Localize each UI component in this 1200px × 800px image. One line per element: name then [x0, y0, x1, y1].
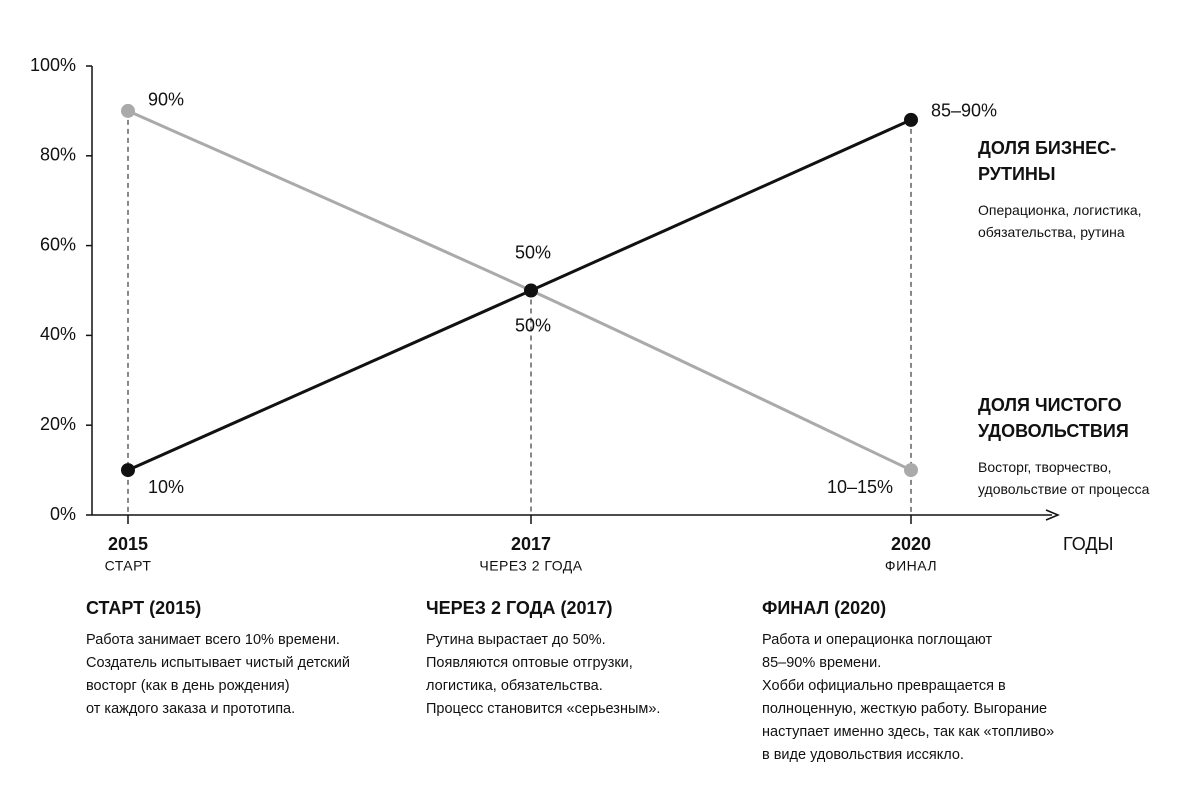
- data-point: [524, 283, 538, 298]
- x-axis-label: ГОДЫ: [1063, 534, 1113, 554]
- x-tick-label: 2015: [108, 534, 148, 554]
- data-point: [904, 112, 918, 127]
- series-description: Операционка, логистика, обязательства, р…: [978, 202, 1142, 240]
- series-name: ДОЛЯ БИЗНЕС-РУТИНЫ: [978, 138, 1117, 184]
- data-label: 85–90%: [931, 101, 997, 121]
- annotation-title: ЧЕРЕЗ 2 ГОДА (2017): [426, 598, 613, 618]
- x-tick-sublabel: ФИНАЛ: [885, 558, 937, 574]
- y-tick-label: 20%: [40, 414, 76, 434]
- x-axis-arrow: [1045, 509, 1060, 521]
- series-label: ДОЛЯ БИЗНЕС-РУТИНЫ Операционка, логистика…: [978, 135, 1153, 243]
- data-point: [121, 463, 135, 478]
- y-tick-label: 100%: [30, 55, 76, 75]
- data-label: 10%: [148, 477, 184, 497]
- annotation-line: наступает именно здесь, так как «топливо…: [762, 724, 1055, 740]
- annotation-line: Рутина вырастает до 50%.: [426, 632, 606, 648]
- annotation-line: Хобби официально превращается в: [762, 678, 1006, 694]
- annotation: ЧЕРЕЗ 2 ГОДА (2017) Рутина вырастает до 5…: [426, 598, 660, 721]
- data-label: 50%: [515, 315, 551, 335]
- y-tick-label: 80%: [40, 145, 76, 165]
- x-tick-sublabel: СТАРТ: [105, 558, 152, 574]
- data-label: 50%: [515, 242, 551, 262]
- annotation-line: в виде удовольствия иссякло.: [762, 747, 964, 763]
- x-tick-label: 2017: [511, 534, 551, 554]
- x-tick-label: 2020: [891, 534, 931, 554]
- y-tick-label: 60%: [40, 234, 76, 254]
- y-tick-label: 40%: [40, 324, 76, 344]
- annotation-line: восторг (как в день рождения): [86, 678, 290, 694]
- annotation-line: Работа и операционка поглощают: [762, 632, 993, 648]
- annotation: СТАРТ (2015) Работа занимает всего 10% вр…: [86, 598, 350, 721]
- annotation: ФИНАЛ (2020) Работа и операционка поглоща…: [762, 598, 1054, 767]
- series-name: ДОЛЯ ЧИСТОГО УДОВОЛЬСТВИЯ: [978, 395, 1129, 441]
- annotation-line: Процесс становится «серьезным».: [426, 701, 661, 717]
- x-tick-sublabel: ЧЕРЕЗ 2 ГОДА: [479, 558, 582, 574]
- y-tick-label: 0%: [50, 504, 76, 524]
- annotation-line: полноценную, жесткую работу. Выгорание: [762, 701, 1048, 717]
- annotation-line: Работа занимает всего 10% времени.: [86, 632, 340, 648]
- series-description: Восторг, творчество, удовольствие от про…: [978, 459, 1150, 497]
- series-label: ДОЛЯ ЧИСТОГО УДОВОЛЬСТВИЯ Восторг, творче…: [978, 392, 1153, 500]
- annotation-line: логистика, обязательства.: [426, 678, 603, 694]
- annotation-line: Создатель испытывает чистый детский: [86, 655, 350, 671]
- annotation-line: от каждого заказа и прототипа.: [86, 701, 296, 717]
- data-label: 90%: [148, 90, 184, 110]
- annotation-line: 85–90% времени.: [762, 655, 882, 671]
- data-label: 10–15%: [827, 477, 893, 497]
- annotation-title: ФИНАЛ (2020): [762, 598, 887, 618]
- annotation-line: Появляются оптовые отгрузки,: [426, 655, 633, 671]
- series-line: [127, 118, 912, 472]
- data-point: [904, 463, 918, 478]
- data-point: [121, 103, 135, 118]
- annotation-title: СТАРТ (2015): [86, 598, 202, 618]
